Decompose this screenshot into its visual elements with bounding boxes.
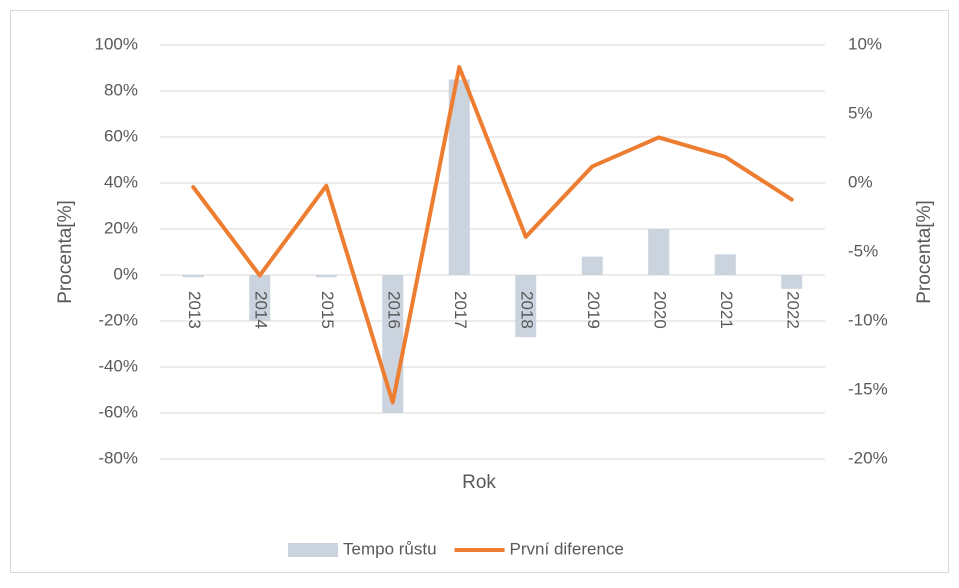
bar xyxy=(515,275,537,338)
x-tick-label: 2020 xyxy=(650,291,669,329)
y-tick-label: -40% xyxy=(98,356,138,375)
y-tick-label: 100% xyxy=(95,34,138,53)
x-tick-label: 2016 xyxy=(384,291,403,329)
y-tick-label: 60% xyxy=(104,126,138,145)
x-tick-label: 2014 xyxy=(251,291,270,329)
y2-axis-title: Procenta[%] xyxy=(914,200,935,304)
y-tick-label: 20% xyxy=(104,218,138,237)
bar xyxy=(315,275,337,278)
bar xyxy=(648,229,670,275)
y-tick-label: 80% xyxy=(104,80,138,99)
x-tick-label: 2018 xyxy=(517,291,536,329)
y-tick-label: 40% xyxy=(104,172,138,191)
bar xyxy=(249,275,271,321)
x-tick-label: 2017 xyxy=(451,291,470,329)
x-tick-label: 2015 xyxy=(318,291,337,329)
y2-tick-label: 10% xyxy=(848,34,882,53)
x-tick-label: 2013 xyxy=(185,291,204,329)
chart-border xyxy=(10,10,949,573)
y-tick-label: 0% xyxy=(113,264,138,283)
x-tick-label: 2019 xyxy=(584,291,603,329)
y-tick-label: -20% xyxy=(98,310,138,329)
x-tick-label: 2021 xyxy=(717,291,736,329)
y2-tick-label: -10% xyxy=(848,310,888,329)
x-tick-label: 2022 xyxy=(783,291,802,329)
y2-tick-label: -20% xyxy=(848,448,888,467)
line xyxy=(191,65,794,405)
bar xyxy=(581,256,603,275)
bar xyxy=(182,275,204,278)
legend-swatch xyxy=(288,543,338,557)
y2-tick-label: 5% xyxy=(848,103,873,122)
legend-label: První diference xyxy=(510,539,624,558)
y-tick-label: -80% xyxy=(98,448,138,467)
legend-label: Tempo růstu xyxy=(343,539,437,558)
y-axis-title: Procenta[%] xyxy=(55,200,76,304)
bar xyxy=(781,275,803,289)
y-tick-label: -60% xyxy=(98,402,138,421)
bar xyxy=(714,254,736,275)
y2-tick-label: 0% xyxy=(848,172,873,191)
y2-tick-label: -15% xyxy=(848,379,888,398)
x-axis-title: Rok xyxy=(462,472,496,493)
y2-tick-label: -5% xyxy=(848,241,878,260)
bar xyxy=(448,79,470,275)
